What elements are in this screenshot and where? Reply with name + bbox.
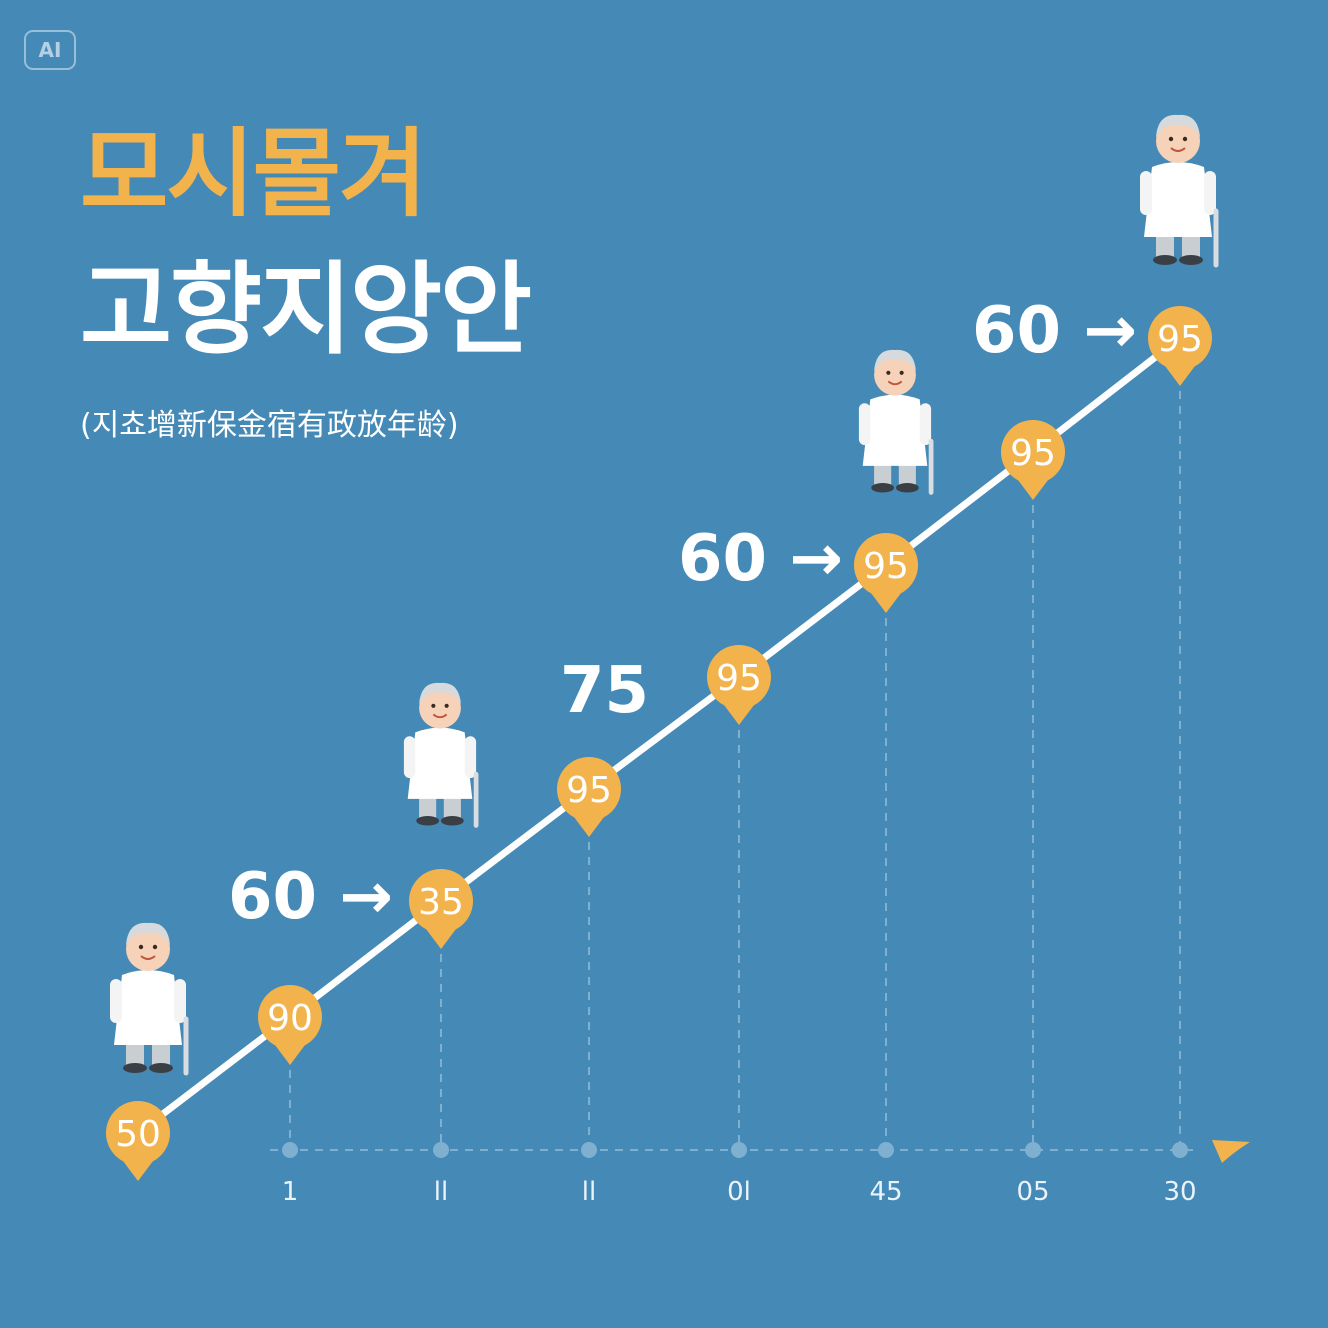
elderly-person-with-cane-icon bbox=[110, 922, 189, 1076]
tick-dot bbox=[1172, 1142, 1188, 1158]
tick-dot bbox=[433, 1142, 449, 1158]
tick-dot bbox=[282, 1142, 298, 1158]
chart-title: 모시몰겨 bbox=[80, 118, 427, 230]
ai-badge: AI bbox=[24, 30, 76, 70]
data-point bbox=[409, 869, 473, 933]
chart-title-line2: 고향지앙안 bbox=[80, 251, 532, 368]
x-tick-label: 1 bbox=[282, 1177, 299, 1207]
data-label: 35 bbox=[418, 882, 464, 923]
data-point bbox=[854, 533, 918, 597]
elderly-person-with-cane-icon bbox=[403, 682, 479, 828]
data-label: 95 bbox=[863, 546, 909, 587]
annotation-label: 60 → bbox=[972, 294, 1137, 368]
x-tick-label: 0l bbox=[727, 1177, 751, 1207]
chart-subtitle: (지쵸增新保金宿有政放年龄) bbox=[80, 408, 459, 443]
x-tick-label: 30 bbox=[1163, 1177, 1196, 1207]
tick-dot bbox=[878, 1142, 894, 1158]
tick-dot bbox=[1025, 1142, 1041, 1158]
data-point bbox=[557, 757, 621, 821]
x-tick-label: ll bbox=[582, 1177, 596, 1207]
data-label: 95 bbox=[566, 770, 612, 811]
tick-dot bbox=[731, 1142, 747, 1158]
x-tick-label: 05 bbox=[1016, 1177, 1049, 1207]
data-label: 90 bbox=[267, 998, 313, 1039]
annotation-label: 60 → bbox=[228, 860, 393, 934]
data-point bbox=[1148, 306, 1212, 370]
data-label: 95 bbox=[716, 658, 762, 699]
x-tick-label: 45 bbox=[869, 1177, 902, 1207]
data-point bbox=[1001, 420, 1065, 484]
elderly-person-with-cane-icon bbox=[858, 349, 934, 495]
data-point bbox=[258, 985, 322, 1049]
data-label: 50 bbox=[115, 1114, 161, 1155]
x-tick-label: ll bbox=[434, 1177, 448, 1207]
axis-end-marker bbox=[1212, 1140, 1250, 1163]
tick-dot bbox=[581, 1142, 597, 1158]
data-label: 95 bbox=[1157, 319, 1203, 360]
data-point bbox=[106, 1101, 170, 1165]
data-point bbox=[707, 645, 771, 709]
elderly-person-with-cane-icon bbox=[1140, 114, 1219, 268]
annotation-label: 75 bbox=[560, 654, 649, 728]
annotation-label: 60 → bbox=[678, 522, 843, 596]
data-label: 95 bbox=[1010, 433, 1056, 474]
